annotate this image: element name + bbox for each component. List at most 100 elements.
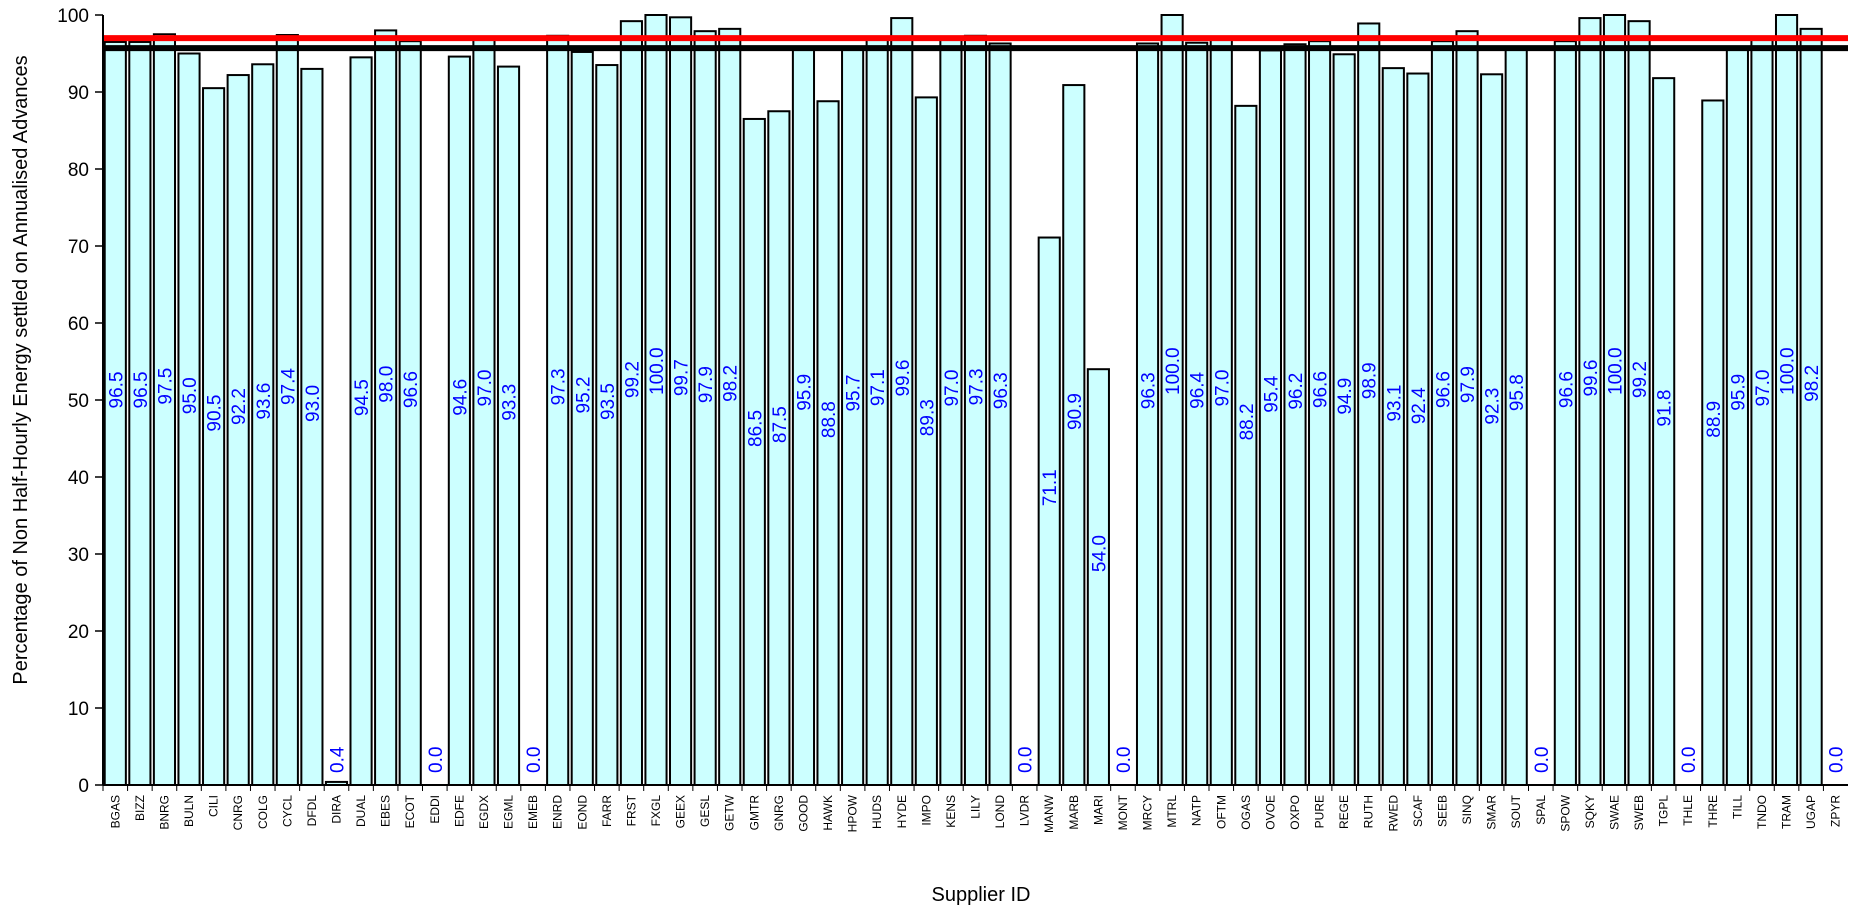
data-label-seeb: 96.6 — [1433, 371, 1454, 408]
x-tick-label: DIRA — [329, 795, 343, 824]
x-axis-title: Supplier ID — [932, 884, 1031, 906]
y-tick-label: 10 — [68, 699, 89, 720]
x-tick-label: KENS — [944, 795, 958, 828]
bar-natp — [1185, 41, 1209, 787]
bar-hpow — [841, 47, 865, 787]
x-tick-label: FXGL — [649, 795, 663, 827]
bar-sout — [1504, 46, 1528, 786]
x-tick-label: HAWK — [821, 795, 835, 831]
bar-lily — [963, 34, 988, 787]
y-tick-label: 100 — [57, 6, 89, 27]
bar-ecot — [398, 40, 422, 787]
y-axis-ticks: 0 10 20 30 40 50 60 70 80 90 100 — [57, 6, 103, 797]
bar-ugap — [1799, 27, 1823, 787]
bar-smar — [1480, 73, 1504, 787]
x-tick-label: MANW — [1042, 794, 1056, 833]
x-tick-label: BNRG — [157, 795, 171, 830]
data-label-marb: 90.9 — [1065, 393, 1086, 430]
data-label-bgas: 96.5 — [106, 371, 127, 408]
data-label-edfe: 94.6 — [450, 379, 471, 416]
data-label-kens: 97.0 — [942, 370, 963, 407]
bar-scaf — [1406, 72, 1430, 786]
x-tick-label: TRAM — [1780, 795, 1794, 829]
axes — [102, 15, 1848, 786]
x-tick-label: THLE — [1681, 795, 1695, 826]
x-tick-label: EDDI — [428, 795, 442, 824]
x-tick-label: FARR — [600, 795, 614, 827]
data-label-swae: 100.0 — [1606, 347, 1627, 395]
data-label-mrcy: 96.3 — [1139, 372, 1160, 409]
bar-ogas — [1234, 104, 1258, 787]
bar-kens — [939, 37, 963, 787]
bar-ruth — [1357, 22, 1381, 787]
x-tick-label: BULN — [182, 795, 196, 827]
reference-lines — [103, 35, 1848, 52]
x-tick-label: TGPL — [1657, 795, 1671, 827]
y-tick-label: 30 — [68, 545, 89, 566]
x-tick-label: MRCY — [1141, 795, 1155, 830]
x-tick-label: BGAS — [108, 795, 122, 828]
x-tick-label: LOND — [993, 795, 1007, 829]
data-label-mont: 0.0 — [1114, 747, 1135, 773]
bar-colg — [251, 63, 275, 786]
data-label-bnrg: 97.5 — [155, 368, 176, 405]
y-tick-label: 90 — [68, 83, 89, 104]
y-tick-label: 80 — [68, 160, 89, 181]
x-tick-label: OFTM — [1214, 795, 1228, 829]
y-tick-label: 50 — [68, 391, 89, 412]
data-label-sout: 95.8 — [1507, 374, 1528, 411]
bar-sweb — [1627, 20, 1651, 787]
data-label-zpyr: 0.0 — [1827, 747, 1848, 773]
x-tick-label: SOUT — [1509, 794, 1523, 828]
x-tick-label: TILL — [1730, 795, 1744, 819]
x-tick-label: ZPYR — [1829, 795, 1843, 827]
x-tick-label: EMEB — [526, 795, 540, 829]
x-tick-label: EGML — [502, 795, 516, 829]
x-tick-label: SWEB — [1632, 795, 1646, 830]
y-tick-label: 70 — [68, 237, 89, 258]
bar-marb — [1062, 84, 1086, 786]
bar-gesl — [693, 30, 717, 787]
x-tick-label: LILY — [969, 795, 983, 819]
data-label-rege: 94.9 — [1335, 378, 1356, 415]
bar-hawk — [816, 100, 840, 787]
data-label-scaf: 92.4 — [1409, 387, 1430, 424]
bar-bgas — [103, 40, 127, 786]
x-tick-label: COLG — [256, 795, 270, 829]
data-label-rwed: 93.1 — [1384, 385, 1405, 422]
bar-tram — [1774, 14, 1799, 786]
x-tick-label: RUTH — [1362, 795, 1376, 828]
data-label-cnrg: 92.2 — [229, 388, 250, 425]
data-label-good: 95.9 — [794, 374, 815, 411]
x-tick-label: EOND — [575, 795, 589, 830]
data-label-fxgl: 100.0 — [647, 347, 668, 395]
x-tick-label: REGE — [1337, 795, 1351, 829]
data-label-sweb: 99.2 — [1630, 361, 1651, 398]
data-label-farr: 93.5 — [598, 383, 619, 420]
bar-gnrg — [767, 110, 791, 786]
bar-lond — [988, 42, 1012, 787]
data-label-ogas: 88.2 — [1237, 403, 1258, 440]
x-tick-label: PURE — [1313, 795, 1327, 828]
x-tick-label: EGDX — [477, 795, 491, 829]
x-tick-label: BIZZ — [133, 795, 147, 821]
x-tick-label: SEEB — [1435, 795, 1449, 827]
data-label-eond: 95.2 — [573, 376, 594, 413]
x-tick-label: GEEX — [674, 795, 688, 828]
data-label-lily: 97.3 — [967, 368, 988, 405]
bar-mtrl — [1160, 14, 1184, 786]
x-tick-label: CYCL — [280, 795, 294, 827]
bar-ovoe — [1258, 49, 1282, 787]
data-label-tndo: 97.0 — [1753, 370, 1774, 407]
data-label-gnrg: 87.5 — [770, 406, 791, 443]
x-tick-label: CNRG — [231, 795, 245, 830]
data-label-mari: 54.0 — [1089, 535, 1110, 572]
y-tick-label: 20 — [68, 622, 89, 643]
x-tick-label: IMPO — [919, 795, 933, 826]
data-label-egml: 93.3 — [500, 384, 521, 421]
bar-frst — [619, 20, 643, 787]
bar-cnrg — [226, 74, 250, 786]
data-label-ruth: 98.9 — [1360, 362, 1381, 399]
data-label-tram: 100.0 — [1778, 347, 1799, 395]
x-tick-label: DFDL — [305, 795, 319, 827]
